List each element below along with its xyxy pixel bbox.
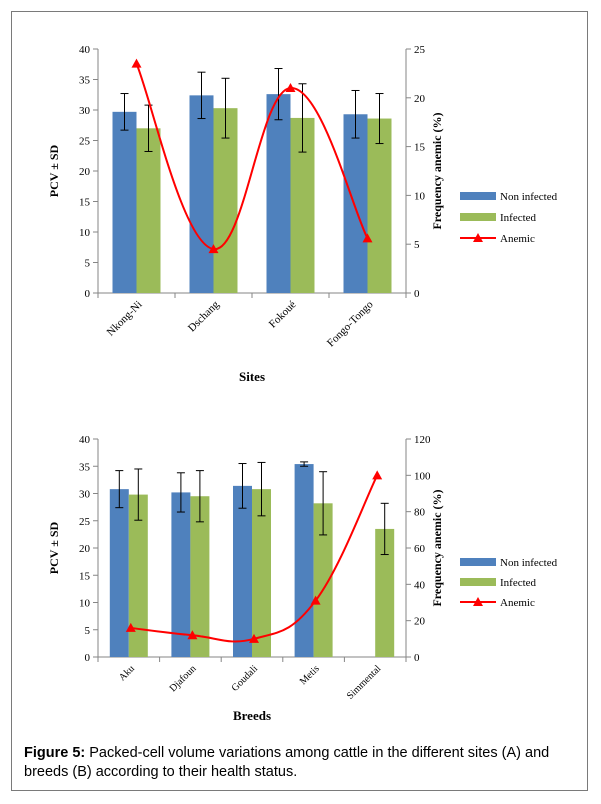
anemic-marker: [249, 633, 259, 643]
anemic-line: [130, 474, 379, 643]
chart-a: 0 5 10 15 20 25 30 35 40 0 5 10 15 20 25 Nkong-Ni Dschan…: [47, 44, 558, 384]
y-tick-label-left: 5: [85, 625, 91, 637]
x-tick-label: Nkong-Ni: [105, 299, 145, 339]
y-tick-label-left: 0: [85, 288, 91, 300]
legend-swatch: [460, 558, 496, 566]
y-tick-label-left: 15: [79, 570, 91, 582]
bar: [313, 503, 333, 657]
y-tick-label-right: 0: [414, 652, 420, 664]
y2-axis-title: Frequency anemic (%): [430, 112, 444, 229]
legend-swatch: [460, 578, 496, 586]
x-tick-label: Goudali: [230, 663, 261, 694]
bar: [213, 108, 238, 293]
y2-axis-title: Frequency anemic (%): [430, 489, 444, 606]
y-axis-title: PCV ± SD: [47, 144, 61, 197]
anemic-marker: [125, 622, 136, 632]
y-tick-label-right: 80: [414, 507, 426, 519]
x-tick-label: Fokoué: [267, 299, 299, 331]
bar: [252, 489, 271, 657]
y-axis-title: PCV ± SD: [47, 521, 61, 574]
anemic-marker: [310, 595, 321, 605]
legend-swatch: [460, 192, 496, 200]
figure-caption: Figure 5: Packed-cell volume variations …: [24, 744, 584, 782]
y-tick-label-left: 30: [79, 489, 91, 501]
bar: [367, 118, 392, 293]
legend-label: Anemic: [500, 233, 535, 245]
y-tick-label-right: 25: [414, 44, 426, 56]
x-tick-label: Metis: [298, 663, 322, 687]
legend-marker: [473, 233, 483, 242]
y-tick-label-left: 35: [79, 461, 91, 473]
bar: [190, 496, 210, 657]
y-tick-label-left: 20: [79, 166, 91, 178]
y-tick-label-left: 30: [79, 105, 91, 117]
bar: [294, 464, 314, 657]
x-axis-title: Sites: [239, 369, 265, 384]
bar: [375, 528, 395, 657]
bar: [343, 114, 368, 294]
x-tick-label: Simmental: [345, 663, 384, 702]
x-tick-label: Fongo-Tongo: [325, 298, 376, 349]
y-tick-label-left: 40: [79, 434, 91, 446]
y-tick-label-left: 25: [79, 136, 91, 148]
bar: [136, 128, 161, 293]
bar: [128, 494, 148, 657]
x-tick-label: Dschang: [186, 298, 222, 334]
y-tick-label-left: 35: [79, 75, 91, 87]
y-tick-label-right: 120: [414, 434, 431, 446]
y-tick-label-right: 5: [414, 239, 420, 251]
y-tick-label-left: 0: [85, 652, 91, 664]
y-tick-label-right: 20: [414, 616, 426, 628]
y-tick-label-right: 0: [414, 288, 420, 300]
legend-label: Infected: [500, 212, 537, 224]
legend-marker: [473, 597, 483, 606]
x-tick-label: Djafoun: [168, 663, 199, 694]
legend-label: Non infected: [500, 557, 558, 569]
caption-text: Packed-cell volume variations among catt…: [24, 745, 550, 780]
bar: [171, 492, 191, 657]
anemic-marker: [362, 233, 373, 243]
chart-b: 0 5 10 15 20 25 30 35 40 0 20 40 60 80 100 120 Aku Djafou…: [47, 434, 558, 723]
y-tick-label-left: 15: [79, 197, 91, 209]
y-tick-label-right: 20: [414, 93, 426, 105]
bar: [109, 489, 129, 657]
bar: [266, 94, 291, 293]
y-tick-label-left: 5: [85, 258, 91, 270]
anemic-marker: [187, 630, 198, 640]
y-tick-label-left: 10: [79, 598, 91, 610]
legend-label: Infected: [500, 577, 537, 589]
y-tick-label-right: 40: [414, 579, 426, 591]
y-tick-label-right: 100: [414, 470, 431, 482]
y-tick-label-left: 10: [79, 227, 91, 239]
anemic-marker: [285, 83, 296, 93]
x-axis-title: Breeds: [233, 708, 271, 723]
bar: [233, 485, 252, 657]
y-tick-label-right: 10: [414, 190, 426, 202]
anemic-marker: [208, 244, 219, 254]
legend-label: Anemic: [500, 597, 535, 609]
legend-label: Non infected: [500, 191, 558, 203]
anemic-line: [135, 63, 369, 251]
bar: [189, 95, 214, 293]
caption-label: Figure 5:: [24, 745, 86, 761]
y-tick-label-right: 60: [414, 543, 426, 555]
anemic-marker: [131, 58, 142, 68]
y-tick-label-left: 40: [79, 44, 91, 56]
y-tick-label-left: 25: [79, 516, 91, 528]
y-tick-label-right: 15: [414, 142, 426, 154]
y-tick-label-left: 20: [79, 543, 91, 555]
x-tick-label: Aku: [117, 663, 137, 683]
anemic-marker: [372, 470, 383, 480]
legend-swatch: [460, 213, 496, 221]
bar: [112, 111, 137, 293]
